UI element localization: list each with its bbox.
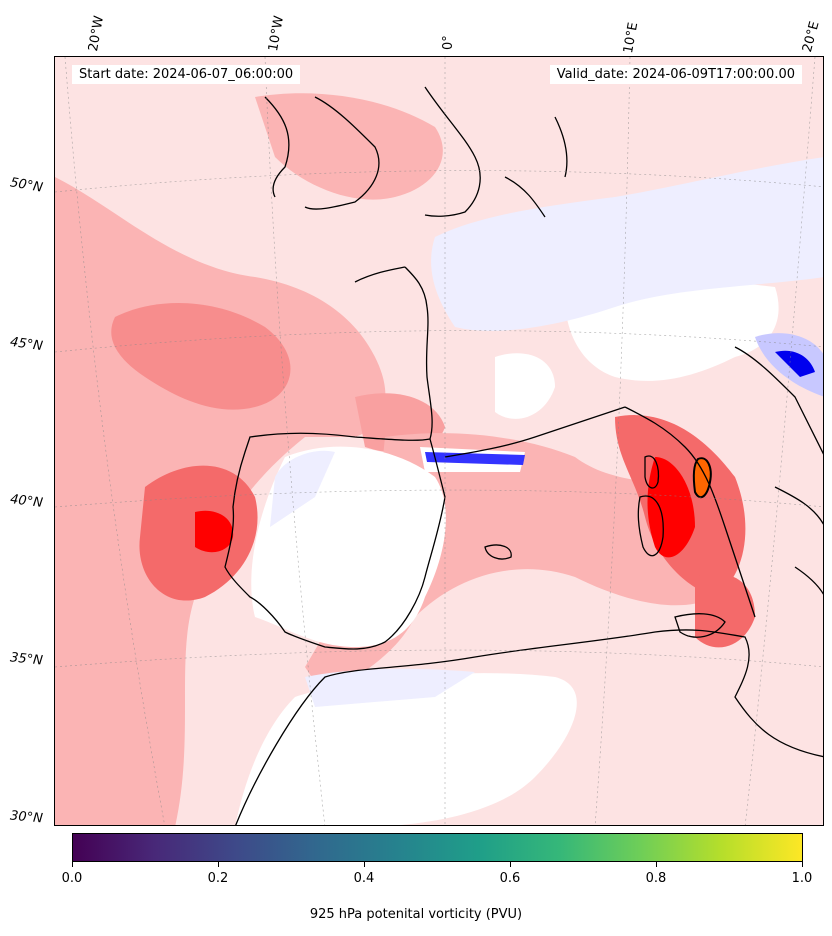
pv-field-uk-band <box>255 93 443 200</box>
coastline-france <box>404 266 433 440</box>
pv-field-tyrrhenian-peak <box>692 457 712 499</box>
start-date-label: Start date: 2024-06-07_06:00:00 <box>72 65 301 84</box>
lon-label-20e: 20°E <box>800 19 823 54</box>
coastline-sardinia <box>637 495 664 557</box>
lat-label-50n: 50°N <box>8 175 44 196</box>
pv-field-tyrrhenian-core <box>647 457 695 558</box>
coastline-adriatic <box>734 346 823 455</box>
coastline-italy <box>624 406 756 618</box>
mask-patch-north-africa <box>235 673 577 825</box>
gridline-20w <box>64 57 165 825</box>
lat-label-30n: 30°N <box>9 808 44 827</box>
map-canvas <box>55 57 823 825</box>
lon-label-20w: 20°W <box>86 14 108 53</box>
pv-field-france-blue <box>431 157 823 331</box>
pv-field-sicily-channel <box>695 573 755 648</box>
mask-patch-iberia-halo <box>270 450 335 527</box>
mask-patch-north-africa-halo <box>305 668 475 707</box>
colorbar-tick-1 <box>218 862 219 867</box>
colorbar-tick-label-5: 1.0 <box>791 871 813 886</box>
gridline-50n <box>55 170 823 193</box>
coastline-iberia <box>224 432 446 650</box>
coastline-sicily <box>674 613 726 638</box>
graticule <box>55 57 823 825</box>
gridline-35n <box>55 649 823 668</box>
coastline-france-med <box>444 406 626 458</box>
lat-label-40n: 40°N <box>9 492 44 511</box>
coastline-balearics <box>484 544 512 560</box>
gridline-10e <box>594 57 631 825</box>
coastline-brittany <box>354 266 406 283</box>
colorbar-tick-label-1: 0.2 <box>207 871 229 886</box>
pv-field-iberia-west-core <box>195 510 234 553</box>
colorbar-label: 925 hPa potenital vorticity (PVU) <box>309 907 523 922</box>
lon-label-10e: 10°E <box>621 21 642 55</box>
colorbar-tick-label-0: 0.0 <box>61 871 83 886</box>
colorbar-tick-label-4: 0.8 <box>645 871 667 886</box>
colorbar-tick-4 <box>656 862 657 867</box>
colorbar-tick-0 <box>72 862 73 867</box>
coastline-north-africa <box>235 629 823 825</box>
pv-field-atlantic-strong <box>111 303 291 410</box>
lon-label-0: 0° <box>441 35 456 50</box>
colorbar <box>72 833 803 862</box>
gridline-45n <box>55 330 823 353</box>
gridline-40n <box>55 489 823 508</box>
valid-date-label: Valid_date: 2024-06-09T17:00:00.00 <box>549 65 802 84</box>
lon-label-10w: 10°W <box>266 14 288 53</box>
lat-label-35n: 35°N <box>9 650 44 669</box>
map-panel[interactable] <box>54 56 824 826</box>
pv-field-gulf-lion-blue <box>425 452 525 465</box>
coastline-greece <box>774 486 823 595</box>
colorbar-tick-label-3: 0.6 <box>499 871 521 886</box>
colorbar-tick-label-2: 0.4 <box>353 871 375 886</box>
colorbar-tick-2 <box>364 862 365 867</box>
colorbar-tick-3 <box>510 862 511 867</box>
lat-label-45n: 45°N <box>9 334 44 355</box>
mask-patch-provence <box>495 353 555 419</box>
colorbar-tick-5 <box>802 862 803 867</box>
coastline-corsica <box>644 455 660 489</box>
coastline-uk-ireland <box>264 86 481 217</box>
pv-field-adriatic-strong-blue <box>775 350 815 377</box>
